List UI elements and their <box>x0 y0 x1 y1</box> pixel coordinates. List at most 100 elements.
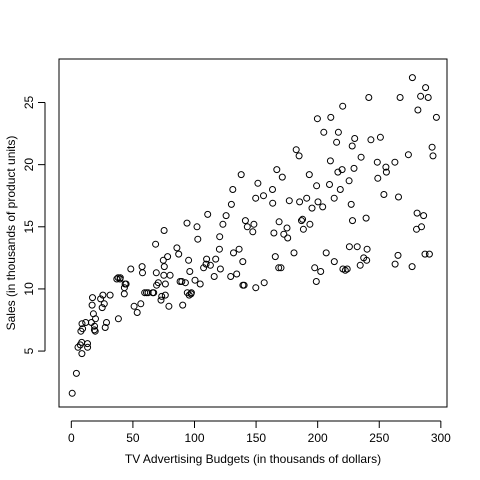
data-point <box>183 219 191 227</box>
data-point <box>90 326 98 334</box>
data-point <box>227 273 235 280</box>
data-point <box>394 251 402 259</box>
data-point <box>99 291 107 299</box>
data-point <box>357 153 365 161</box>
data-point <box>334 128 342 136</box>
data-point <box>353 243 361 251</box>
data-point <box>330 258 338 266</box>
data-point <box>78 350 86 358</box>
data-point <box>193 223 201 231</box>
data-point <box>215 245 223 253</box>
data-point <box>303 194 311 202</box>
data-point <box>216 233 224 241</box>
data-point <box>362 214 370 222</box>
data-point <box>191 276 199 284</box>
data-point <box>275 264 283 272</box>
data-point <box>178 278 186 285</box>
data-point <box>72 369 80 377</box>
data-point <box>283 224 291 232</box>
data-point <box>157 296 165 304</box>
x-tick-label: 300 <box>431 431 451 445</box>
data-point <box>204 210 212 218</box>
data-point <box>305 171 313 179</box>
data-point <box>395 193 402 201</box>
data-point <box>113 275 121 283</box>
data-point <box>382 168 390 176</box>
data-point <box>295 152 303 160</box>
data-point <box>227 200 235 208</box>
data-point <box>78 320 86 328</box>
data-point <box>122 280 130 288</box>
data-point <box>161 291 169 299</box>
data-point <box>82 319 90 326</box>
data-point <box>314 198 322 206</box>
data-point <box>196 280 204 288</box>
data-point <box>240 281 248 289</box>
plot-frame <box>58 58 448 408</box>
data-point <box>84 343 92 351</box>
data-point <box>139 269 146 277</box>
data-point <box>367 136 375 144</box>
data-point <box>143 289 150 297</box>
data-point <box>306 220 314 228</box>
data-point <box>120 290 128 298</box>
data-point <box>260 192 267 200</box>
data-point <box>298 217 305 225</box>
data-point <box>425 250 433 258</box>
data-point <box>160 271 168 279</box>
data-point <box>87 319 95 326</box>
data-point <box>313 182 321 190</box>
data-point <box>249 228 257 236</box>
data-point <box>103 319 110 326</box>
data-point <box>351 135 359 142</box>
data-point <box>339 102 347 110</box>
y-tick-label: 25 <box>22 96 36 110</box>
data-point <box>336 186 344 193</box>
data-point <box>290 249 298 257</box>
x-tick-label: 100 <box>184 431 204 445</box>
data-point <box>230 249 237 257</box>
data-point <box>116 274 124 282</box>
data-point <box>327 113 335 121</box>
data-point <box>424 94 432 101</box>
data-point <box>326 157 334 165</box>
data-point <box>114 274 122 282</box>
y-axis: 5 10 15 20 25 <box>22 96 46 354</box>
y-tick-label: 5 <box>22 347 36 354</box>
data-point <box>273 166 281 174</box>
data-point <box>164 253 172 261</box>
data-point <box>158 292 166 300</box>
data-point <box>278 173 286 181</box>
data-point <box>348 142 356 150</box>
data-point <box>235 245 243 253</box>
x-tick-label: 0 <box>68 431 75 445</box>
data-point <box>345 243 353 251</box>
data-point <box>254 179 262 187</box>
data-point <box>130 302 138 310</box>
data-point <box>382 163 390 171</box>
data-point <box>161 280 169 288</box>
data-point <box>252 194 260 202</box>
data-point <box>186 268 194 275</box>
data-point <box>317 268 325 275</box>
data-point <box>222 212 230 220</box>
data-point <box>138 263 146 271</box>
data-point <box>418 223 425 231</box>
data-point <box>92 315 99 323</box>
data-point <box>185 256 193 264</box>
data-point <box>343 265 351 273</box>
data-point <box>219 220 227 228</box>
data-point <box>154 279 162 287</box>
data-point <box>350 164 358 172</box>
data-point <box>280 230 288 238</box>
data-point <box>341 266 349 274</box>
data-point <box>308 204 316 212</box>
data-point <box>210 273 218 280</box>
data-point <box>89 294 96 302</box>
data-point <box>365 94 373 101</box>
data-point <box>166 271 174 279</box>
data-point <box>252 284 260 292</box>
data-point <box>269 199 277 207</box>
data-point <box>296 198 304 206</box>
data-point <box>374 174 382 182</box>
